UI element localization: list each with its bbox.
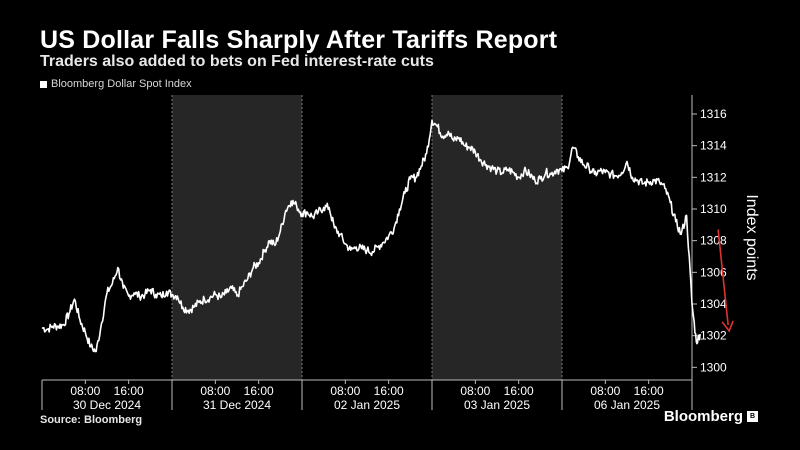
day-shade-band	[432, 95, 562, 380]
down-arrow-head-icon	[721, 320, 734, 333]
x-hour-label: 08:00	[590, 384, 620, 398]
chart-subtitle: Traders also added to bets on Fed intere…	[40, 53, 434, 70]
down-arrow-shaft	[717, 229, 729, 326]
y-tick-label: 1310	[700, 202, 727, 216]
brand-badge-icon: B	[747, 411, 758, 422]
brand-logo: Bloomberg B	[664, 408, 758, 425]
x-day-label: 31 Dec 2024	[203, 398, 271, 412]
x-day-label: 02 Jan 2025	[334, 398, 400, 412]
brand-name: Bloomberg	[663, 408, 743, 425]
y-tick-label: 1302	[700, 329, 727, 343]
x-day-label: 03 Jan 2025	[464, 398, 530, 412]
legend-swatch	[40, 80, 47, 88]
x-hour-label: 08:00	[330, 384, 360, 398]
x-hour-label: 08:00	[460, 384, 490, 398]
x-day-label: 06 Jan 2025	[594, 398, 660, 412]
chart-title: US Dollar Falls Sharply After Tariffs Re…	[40, 26, 558, 54]
x-hour-label: 16:00	[504, 384, 534, 398]
y-tick-label: 1312	[700, 170, 727, 184]
y-tick-label: 1308	[700, 234, 727, 248]
y-tick-label: 1304	[700, 297, 727, 311]
x-day-label: 30 Dec 2024	[73, 398, 141, 412]
x-hour-label: 16:00	[634, 384, 664, 398]
day-shade-band	[172, 95, 302, 380]
source-note: Source: Bloomberg	[40, 414, 143, 426]
x-hour-label: 08:00	[70, 384, 100, 398]
x-hour-label: 16:00	[374, 384, 404, 398]
x-hour-label: 08:00	[200, 384, 230, 398]
legend: Bloomberg Dollar Spot Index	[40, 78, 192, 90]
y-axis-label: Index points	[743, 194, 760, 280]
y-tick-label: 1300	[700, 360, 727, 374]
series-line-bloomberg-dollar-spot-index	[41, 119, 701, 353]
y-tick-label: 1306	[700, 265, 727, 279]
x-hour-label: 16:00	[244, 384, 274, 398]
legend-label: Bloomberg Dollar Spot Index	[51, 78, 192, 90]
y-tick-label: 1314	[700, 139, 727, 153]
x-hour-label: 16:00	[114, 384, 144, 398]
y-tick-label: 1316	[700, 107, 727, 121]
